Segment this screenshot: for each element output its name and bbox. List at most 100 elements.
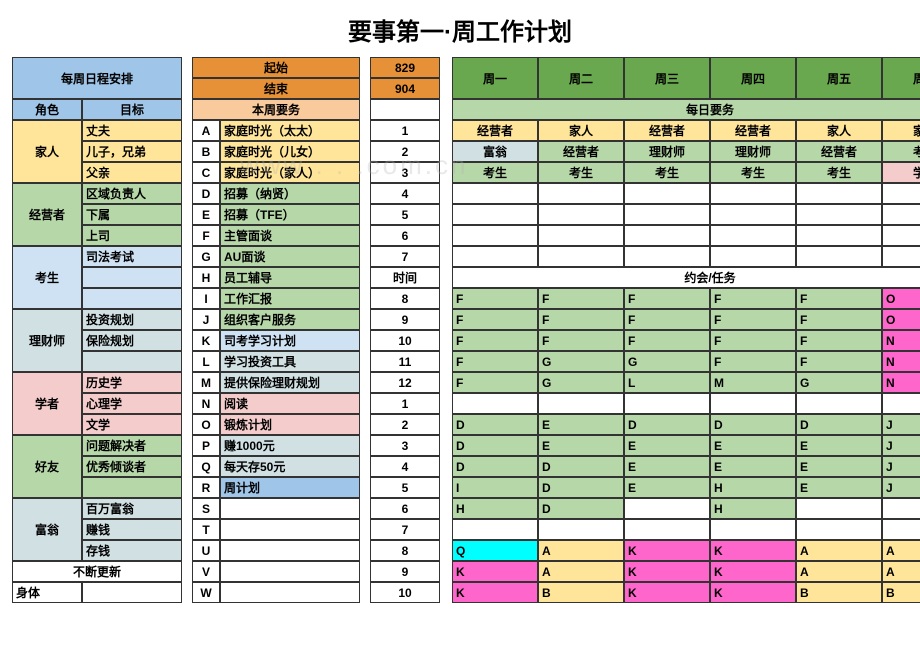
num-2: 3	[370, 162, 440, 183]
goal-3: 区域负责人	[82, 183, 182, 204]
daily-4-2	[624, 204, 710, 225]
goal-20: 存钱	[82, 540, 182, 561]
daily-17-4: E	[796, 477, 882, 498]
daily-10-2: F	[624, 330, 710, 351]
daily-22-2: K	[624, 582, 710, 603]
role-12: 学者	[12, 372, 82, 435]
num-0: 1	[370, 120, 440, 141]
meeting-header: 约会/任务	[452, 267, 920, 288]
daily-11-0: F	[452, 351, 538, 372]
daily-4-5	[882, 204, 920, 225]
daily-14-0: D	[452, 414, 538, 435]
daily-22-0: K	[452, 582, 538, 603]
daily-19-2	[624, 519, 710, 540]
goal-8	[82, 288, 182, 309]
daily-19-1	[538, 519, 624, 540]
daily-16-4: E	[796, 456, 882, 477]
daily-3-1	[538, 183, 624, 204]
role-6: 考生	[12, 246, 82, 309]
task-id-10: K	[192, 330, 220, 351]
task-label-0: 家庭时光（太太）	[220, 120, 360, 141]
day-header-1: 周二	[538, 57, 624, 99]
goal-5: 上司	[82, 225, 182, 246]
daily-9-5: O	[882, 309, 920, 330]
task-id-8: I	[192, 288, 220, 309]
daily-2-5: 学者	[882, 162, 920, 183]
task-label-15: 赚1000元	[220, 435, 360, 456]
task-id-6: G	[192, 246, 220, 267]
daily-11-5: N	[882, 351, 920, 372]
num-9: 9	[370, 309, 440, 330]
daily-20-4: A	[796, 540, 882, 561]
daily-0-4: 家人	[796, 120, 882, 141]
end-val: 904	[370, 78, 440, 99]
task-label-1: 家庭时光（儿女）	[220, 141, 360, 162]
daily-3-0	[452, 183, 538, 204]
num-19: 7	[370, 519, 440, 540]
daily-13-3	[710, 393, 796, 414]
start-label: 起始	[192, 57, 360, 78]
daily-12-4: G	[796, 372, 882, 393]
task-id-17: R	[192, 477, 220, 498]
task-label-3: 招募（纳贤）	[220, 183, 360, 204]
goal-7	[82, 267, 182, 288]
goal-2: 父亲	[82, 162, 182, 183]
daily-8-4: F	[796, 288, 882, 309]
week-task-header: 本周要务	[192, 99, 360, 120]
daily-0-3: 经营者	[710, 120, 796, 141]
task-id-22: W	[192, 582, 220, 603]
task-label-6: AU面谈	[220, 246, 360, 267]
daily-6-4	[796, 246, 882, 267]
task-label-17: 周计划	[220, 477, 360, 498]
daily-12-0: F	[452, 372, 538, 393]
daily-22-5: B	[882, 582, 920, 603]
task-label-5: 主管面谈	[220, 225, 360, 246]
daily-11-1: G	[538, 351, 624, 372]
daily-18-3: H	[710, 498, 796, 519]
daily-4-4	[796, 204, 882, 225]
daily-4-1	[538, 204, 624, 225]
num-7: 时间	[370, 267, 440, 288]
daily-18-4	[796, 498, 882, 519]
daily-6-1	[538, 246, 624, 267]
daily-8-0: F	[452, 288, 538, 309]
daily-0-1: 家人	[538, 120, 624, 141]
num-17: 5	[370, 477, 440, 498]
body-blank	[82, 582, 182, 603]
goal-4: 下属	[82, 204, 182, 225]
task-id-3: D	[192, 183, 220, 204]
goal-10: 保险规划	[82, 330, 182, 351]
daily-18-0: H	[452, 498, 538, 519]
daily-9-4: F	[796, 309, 882, 330]
daily-13-4	[796, 393, 882, 414]
role-18: 富翁	[12, 498, 82, 561]
daily-14-1: E	[538, 414, 624, 435]
goal-17	[82, 477, 182, 498]
daily-6-5	[882, 246, 920, 267]
daily-12-2: L	[624, 372, 710, 393]
goal-9: 投资规划	[82, 309, 182, 330]
task-id-1: B	[192, 141, 220, 162]
daily-21-3: K	[710, 561, 796, 582]
daily-5-0	[452, 225, 538, 246]
daily-13-2	[624, 393, 710, 414]
daily-15-4: E	[796, 435, 882, 456]
task-id-9: J	[192, 309, 220, 330]
day-header-5: 周六	[882, 57, 920, 99]
daily-10-1: F	[538, 330, 624, 351]
task-id-16: Q	[192, 456, 220, 477]
task-id-18: S	[192, 498, 220, 519]
daily-13-5	[882, 393, 920, 414]
task-label-4: 招募（TFE）	[220, 204, 360, 225]
daily-16-2: E	[624, 456, 710, 477]
num-15: 3	[370, 435, 440, 456]
daily-19-0	[452, 519, 538, 540]
daily-17-5: J	[882, 477, 920, 498]
task-label-12: 提供保险理财规划	[220, 372, 360, 393]
num-20: 8	[370, 540, 440, 561]
daily-1-1: 经营者	[538, 141, 624, 162]
daily-1-0: 富翁	[452, 141, 538, 162]
goal-header: 目标	[82, 99, 182, 120]
daily-17-2: E	[624, 477, 710, 498]
goal-12: 历史学	[82, 372, 182, 393]
